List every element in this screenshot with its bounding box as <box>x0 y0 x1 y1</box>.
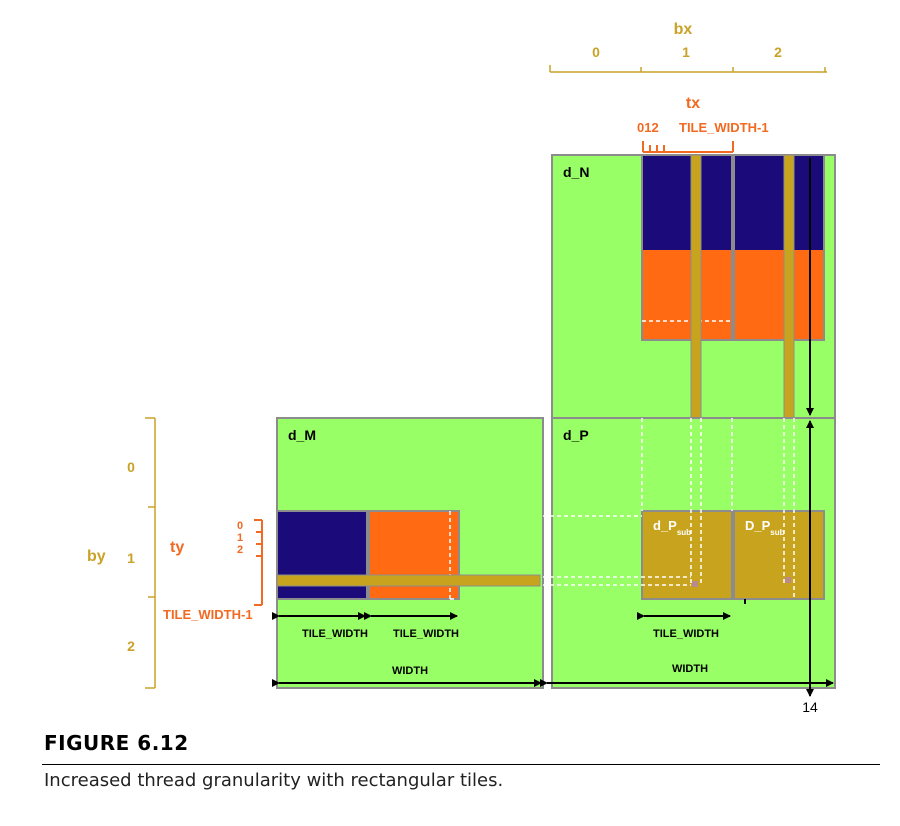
d-P-tile-width: TILE_WIDTH <box>653 628 719 640</box>
ty-tile-width-minus-1: TILE_WIDTH-1 <box>163 607 253 622</box>
matrix-d-N: d_N <box>551 154 836 419</box>
figure-caption-title: FIGURE 6.12 <box>44 731 189 755</box>
d-P-width: WIDTH <box>672 663 708 675</box>
bx-tick-1: 1 <box>682 44 690 60</box>
by-axis: by 0 1 2 <box>87 417 156 689</box>
by-tick-2: 2 <box>127 638 135 654</box>
matrix-d-M: d_M TILE_WIDTH TILE_WIDTH WIDTH <box>272 417 544 689</box>
ty-tick-1: 1 <box>237 532 243 544</box>
ty-tick-0: 0 <box>237 520 243 532</box>
d-N-label: d_N <box>563 164 589 180</box>
bx-axis: bx 0 1 2 <box>549 21 827 73</box>
tx-label: tx <box>686 95 700 112</box>
matrix-d-P: d_P d_Psub D_Psub TILE_WIDTH WIDTH <box>450 158 836 697</box>
ty-axis: ty 0 1 2 TILE_WIDTH-1 <box>163 519 263 622</box>
tx-ticks: 012 <box>637 120 659 135</box>
by-label: by <box>87 548 106 565</box>
d-Psub-1-label: d_P <box>653 518 677 533</box>
caption-divider <box>42 764 880 765</box>
d-M-width: WIDTH <box>392 665 428 677</box>
d-M-tile-width-2: TILE_WIDTH <box>393 628 459 640</box>
d-Psub-1-sub: sub <box>677 528 691 537</box>
ty-label: ty <box>170 539 184 556</box>
svg-text:D_Psub: D_Psub <box>745 518 785 537</box>
d-M-tile-width-1: TILE_WIDTH <box>302 628 368 640</box>
figure-caption-text: Increased thread granularity with rectan… <box>44 770 504 791</box>
by-tick-1: 1 <box>127 550 135 566</box>
d-P-label: d_P <box>563 427 589 443</box>
bx-tick-2: 2 <box>774 44 782 60</box>
bx-label: bx <box>674 21 693 38</box>
d-Psub-2-label: D_P <box>745 518 771 533</box>
svg-text:d_Psub: d_Psub <box>653 518 691 537</box>
tx-axis: tx 012 TILE_WIDTH-1 <box>637 95 769 153</box>
tx-tile-width-minus-1: TILE_WIDTH-1 <box>679 120 769 135</box>
page-number: 14 <box>802 699 818 715</box>
bx-tick-0: 0 <box>592 44 600 60</box>
ty-tick-2: 2 <box>237 544 243 556</box>
by-tick-0: 0 <box>127 459 135 475</box>
d-M-label: d_M <box>288 427 316 443</box>
d-Psub-2-sub: sub <box>770 528 784 537</box>
